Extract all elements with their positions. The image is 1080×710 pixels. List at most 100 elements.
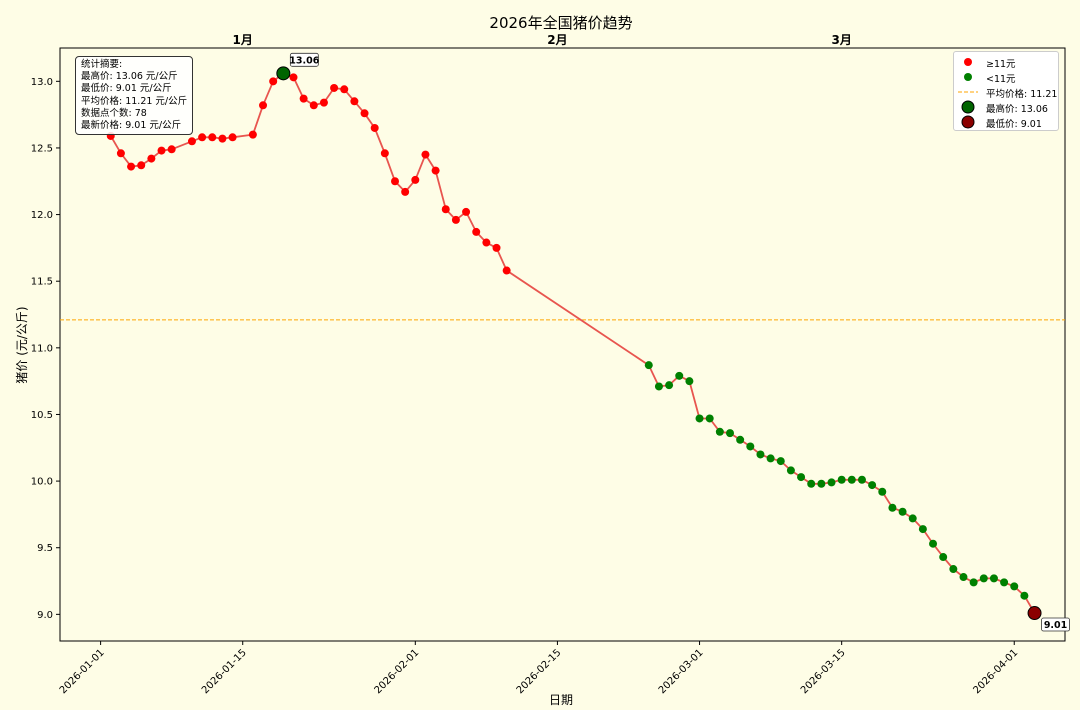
- stats-avg: 平均价格: 11.21 元/公斤: [81, 95, 188, 107]
- price-point-high: [309, 101, 318, 110]
- price-point-low: [1010, 582, 1019, 591]
- stats-latest: 最新价格: 9.01 元/公斤: [81, 120, 182, 132]
- plot-frame: [59, 47, 1066, 642]
- y-tick-label: 9.5: [37, 543, 53, 554]
- price-point-low: [878, 487, 887, 496]
- y-tick-label: 11.5: [31, 277, 53, 288]
- price-point-high: [127, 162, 136, 171]
- price-point-low: [939, 553, 948, 562]
- x-tick-label: 2026-02-15: [515, 647, 564, 696]
- price-point-low: [908, 514, 917, 523]
- price-point-low: [949, 565, 958, 574]
- legend-min-marker: [954, 115, 980, 129]
- price-point-low: [726, 429, 734, 438]
- price-point-low: [1000, 578, 1009, 587]
- stats-title: 统计摘要:: [81, 59, 123, 70]
- price-point-low: [756, 450, 765, 459]
- min-price-annotation: 9.01: [1041, 617, 1070, 632]
- chart-title: 2026年全国猪价趋势: [489, 14, 632, 32]
- legend-max-label: 最高价: 13.06: [986, 104, 1048, 115]
- price-point-high: [218, 134, 227, 143]
- price-point-low: [837, 475, 846, 484]
- price-point-high: [340, 85, 349, 94]
- x-tick-label: 2026-01-01: [58, 647, 107, 696]
- legend-item-low: <11元: [954, 70, 1058, 85]
- y-tick-label: 12.5: [31, 143, 53, 154]
- price-point-low: [736, 435, 745, 444]
- price-point-low: [929, 539, 938, 548]
- legend-item-average: 平均价格: 11.21: [954, 85, 1058, 100]
- max-price-marker: [276, 66, 291, 81]
- max-price-annotation: 13.06: [289, 52, 320, 67]
- x-tick-label: 2026-03-01: [657, 647, 706, 696]
- price-point-high: [421, 150, 430, 159]
- min-price-label: 9.01: [1044, 620, 1067, 631]
- month-label: 1月: [233, 33, 253, 47]
- legend-item-min: 最低价: 9.01: [954, 115, 1058, 130]
- legend-average-label: 平均价格: 11.21: [986, 89, 1058, 100]
- price-point-low: [685, 377, 694, 386]
- price-point-low: [847, 475, 856, 484]
- price-point-low: [817, 479, 826, 488]
- price-point-low: [888, 503, 897, 512]
- price-point-low: [807, 479, 816, 488]
- price-point-high: [248, 130, 257, 139]
- price-point-high: [492, 243, 501, 252]
- price-point-high: [380, 149, 389, 158]
- price-point-low: [695, 414, 704, 423]
- price-point-low: [675, 371, 684, 380]
- price-point-high: [269, 77, 278, 86]
- price-point-high: [319, 98, 328, 107]
- y-tick-label: 12.0: [31, 210, 53, 221]
- x-axis-label: 日期: [549, 693, 573, 707]
- legend-high-label: ≥11元: [986, 59, 1016, 70]
- price-point-high: [116, 149, 125, 158]
- price-point-high: [482, 238, 491, 247]
- price-point-low: [766, 454, 775, 463]
- price-point-low: [665, 381, 674, 390]
- price-point-high: [462, 207, 471, 216]
- price-point-high: [198, 133, 207, 142]
- legend-item-max: 最高价: 13.06: [954, 100, 1058, 115]
- price-point-high: [330, 83, 339, 92]
- price-point-low: [898, 507, 907, 516]
- price-point-high: [299, 94, 308, 103]
- x-tick-label: 2026-04-01: [971, 647, 1020, 696]
- price-point-high: [472, 227, 481, 236]
- y-tick-label: 9.0: [37, 610, 53, 621]
- legend-min-label: 最低价: 9.01: [986, 119, 1042, 130]
- price-point-low: [786, 466, 795, 475]
- legend-high-marker: [954, 55, 980, 69]
- price-point-high: [137, 161, 146, 170]
- price-point-high: [259, 101, 268, 110]
- y-tick-label: 10.5: [31, 410, 53, 421]
- legend-max-marker: [954, 100, 980, 114]
- price-point-low: [979, 574, 988, 583]
- x-tick-label: 2026-02-01: [373, 647, 422, 696]
- price-point-low: [989, 574, 998, 583]
- stats-count: 数据点个数: 78: [81, 107, 147, 119]
- y-axis-label: 猪价 (元/公斤): [15, 306, 29, 383]
- price-point-low: [827, 478, 836, 487]
- legend-item-high: ≥11元: [954, 55, 1058, 70]
- price-point-low: [776, 457, 785, 466]
- price-point-low: [746, 442, 755, 451]
- month-label: 3月: [831, 33, 851, 47]
- price-point-high: [350, 97, 359, 106]
- y-tick-label: 13.0: [31, 77, 53, 88]
- legend-average-line: [954, 85, 980, 99]
- stats-summary-box: 统计摘要: 最高价: 13.06 元/公斤 最低价: 9.01 元/公斤 平均价…: [75, 56, 194, 136]
- min-price-label-box: [1041, 617, 1070, 632]
- price-point-low: [705, 414, 714, 423]
- legend: ≥11元 <11元 平均价格: 11.21 最高价: 13.06 最低价: 9.…: [953, 51, 1059, 131]
- y-tick-label: 11.0: [31, 343, 53, 354]
- max-price-label: 13.06: [289, 55, 319, 66]
- price-point-high: [289, 73, 298, 82]
- legend-low-label: <11元: [986, 74, 1016, 85]
- price-point-low: [969, 578, 978, 587]
- plot-area-border: [59, 47, 1066, 642]
- y-tick-label: 10.0: [31, 477, 53, 488]
- price-point-high: [370, 123, 379, 132]
- price-point-high: [187, 137, 196, 146]
